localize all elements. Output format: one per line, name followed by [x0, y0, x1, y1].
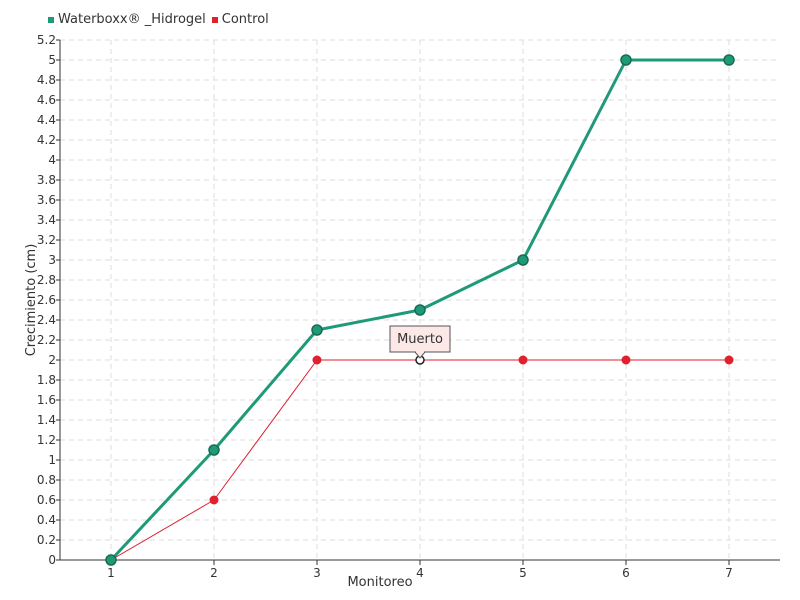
y-tick-label: 4.6 — [37, 93, 56, 107]
data-point-control — [621, 355, 631, 365]
y-tick-label: 4.4 — [37, 113, 56, 127]
x-tick-label: 2 — [210, 566, 218, 580]
grid-lines — [60, 39, 780, 560]
data-point-waterboxx — [517, 254, 529, 266]
data-point-control — [209, 495, 219, 505]
y-tick-label: 0.6 — [37, 493, 56, 507]
x-tick-label: 5 — [519, 566, 527, 580]
legend-label-control: Control — [221, 12, 269, 27]
y-tick-label: 1.6 — [37, 393, 56, 407]
annotation-box — [389, 325, 451, 353]
legend-item-waterboxx[interactable]: Waterboxx® _Hidrogel — [48, 12, 206, 27]
axes: 0 0.2 0.4 0.6 0.8 1 1.2 1.4 1.6 1.8 2 2.2 2.4 2.6 2.8 3… — [24, 33, 780, 590]
x-tick-label: 6 — [622, 566, 630, 580]
data-point-waterboxx — [620, 54, 632, 66]
data-point-waterboxx — [311, 324, 323, 336]
data-point-waterboxx — [723, 54, 735, 66]
y-tick-label: 3.4 — [37, 213, 56, 227]
data-point-waterboxx — [414, 304, 426, 316]
x-tick-label: 4 — [416, 566, 424, 580]
y-tick-label: 2.2 — [37, 333, 56, 347]
y-tick-label: 2.4 — [37, 313, 56, 327]
legend-item-control[interactable]: Control — [211, 12, 269, 27]
legend-swatch-control — [211, 16, 218, 23]
y-tick-label: 3 — [48, 253, 56, 267]
data-point-control — [518, 355, 528, 365]
x-axis-title: Monitoreo — [347, 575, 412, 590]
y-tick-label: 1.4 — [37, 413, 56, 427]
data-point-waterboxx — [105, 554, 117, 566]
y-tick-label: 2.6 — [37, 293, 56, 307]
legend-label-waterboxx: Waterboxx® _Hidrogel — [58, 12, 206, 27]
y-axis-title: Crecimiento (cm) — [24, 244, 39, 357]
x-tick-label: 3 — [313, 566, 321, 580]
data-point-control — [724, 355, 734, 365]
y-tick-label: 4.8 — [37, 73, 56, 87]
y-tick-label: 1.8 — [37, 373, 56, 387]
y-tick-label: 0.8 — [37, 473, 56, 487]
data-point-control — [312, 355, 322, 365]
y-tick-label: 3.2 — [37, 233, 56, 247]
y-tick-label: 1.2 — [37, 433, 56, 447]
y-tick-label: 0 — [48, 553, 56, 567]
x-tick-label: 7 — [725, 566, 733, 580]
y-tick-label: 5.2 — [37, 33, 56, 47]
x-tick-label: 1 — [107, 566, 115, 580]
annotations: Muerto — [389, 325, 451, 359]
y-tick-label: 0.4 — [37, 513, 56, 527]
y-tick-label: 3.6 — [37, 193, 56, 207]
y-tick-label: 4 — [48, 153, 56, 167]
y-tick-label: 1 — [48, 453, 56, 467]
series-lines — [105, 54, 735, 566]
y-tick-label: 2.8 — [37, 273, 56, 287]
legend: Waterboxx® _Hidrogel Control — [48, 12, 275, 27]
y-tick-label: 2 — [48, 353, 56, 367]
data-point-waterboxx — [208, 444, 220, 456]
y-tick-label: 5 — [48, 53, 56, 67]
y-tick-label: 4.2 — [37, 133, 56, 147]
y-tick-label: 0.2 — [37, 533, 56, 547]
legend-swatch-waterboxx — [48, 16, 54, 23]
annotation-label: Muerto — [397, 332, 443, 347]
y-tick-label: 3.8 — [37, 173, 56, 187]
